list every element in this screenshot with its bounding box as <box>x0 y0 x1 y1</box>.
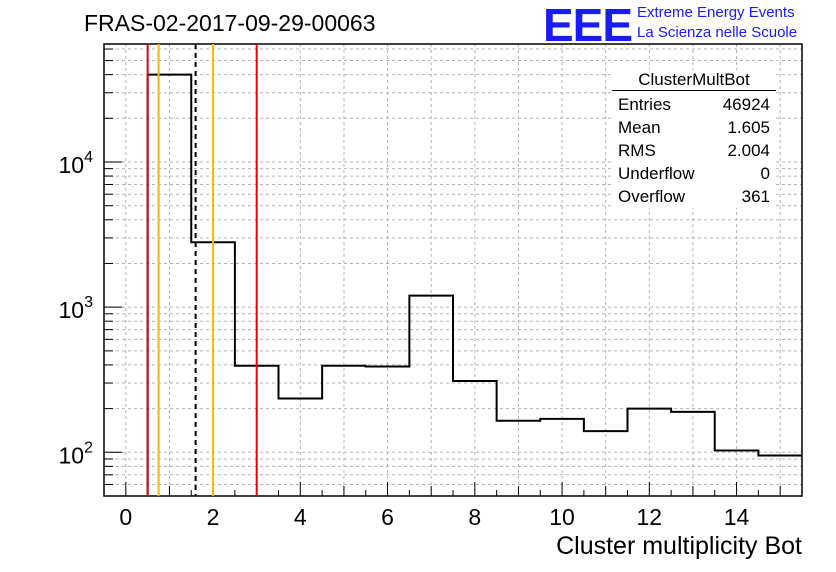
histogram-bin <box>409 296 453 496</box>
stats-value: 0 <box>760 164 770 183</box>
stats-value: 46924 <box>722 95 770 114</box>
histogram-bin <box>584 431 628 496</box>
stats-label: Mean <box>618 118 661 137</box>
histogram-bin <box>453 381 497 496</box>
stats-label: Entries <box>618 95 671 114</box>
histogram-bin <box>758 456 802 496</box>
x-tick-label: 4 <box>294 504 307 530</box>
logo-line-2: La Scienza nelle Scuole <box>637 24 798 41</box>
histogram-bin <box>148 75 192 496</box>
x-tick-label: 8 <box>468 504 481 530</box>
x-axis-label: Cluster multiplicity Bot <box>556 532 802 560</box>
x-tick-label: 14 <box>724 504 750 530</box>
histogram-bin <box>279 398 323 496</box>
stats-row-rms: RMS 2.004 <box>612 139 776 162</box>
logo-line-1: Extreme Energy Events <box>637 4 795 21</box>
x-tick-label: 0 <box>119 504 132 530</box>
y-tick-label: 103 <box>59 294 94 323</box>
stats-separator <box>612 90 776 91</box>
stats-label: Overflow <box>618 187 686 206</box>
histogram-bin <box>322 366 366 496</box>
stats-title: ClusterMultBot <box>638 70 750 89</box>
x-tick-label: 12 <box>637 504 663 530</box>
chart-title: FRAS-02-2017-09-29-00063 <box>84 10 376 36</box>
stats-label: RMS <box>618 141 656 160</box>
stats-value: 2.004 <box>727 141 770 160</box>
x-tick-label: 10 <box>549 504 575 530</box>
stats-box: ClusterMultBot Entries 46924 Mean 1.605 … <box>612 70 776 208</box>
stats-label: Underflow <box>618 164 695 183</box>
y-tick-label: 104 <box>59 149 94 178</box>
histogram-bin <box>497 421 541 496</box>
y-tick-label: 102 <box>59 439 94 468</box>
histogram-bin <box>671 412 715 496</box>
x-tick-label: 2 <box>207 504 220 530</box>
histogram-bin <box>628 409 672 496</box>
stats-row-entries: Entries 46924 <box>612 93 776 116</box>
stats-row-overflow: Overflow 361 <box>612 185 776 208</box>
stats-value: 1.605 <box>727 118 770 137</box>
histogram-bin <box>540 419 584 496</box>
histogram-bin <box>715 450 759 496</box>
eee-logo: EEE <box>543 0 633 51</box>
stats-row-mean: Mean 1.605 <box>612 116 776 139</box>
x-tick-label: 6 <box>381 504 394 530</box>
histogram-series <box>146 73 802 496</box>
stats-row-underflow: Underflow 0 <box>612 162 776 185</box>
histogram-bin <box>366 367 410 496</box>
stats-value: 361 <box>741 187 770 206</box>
